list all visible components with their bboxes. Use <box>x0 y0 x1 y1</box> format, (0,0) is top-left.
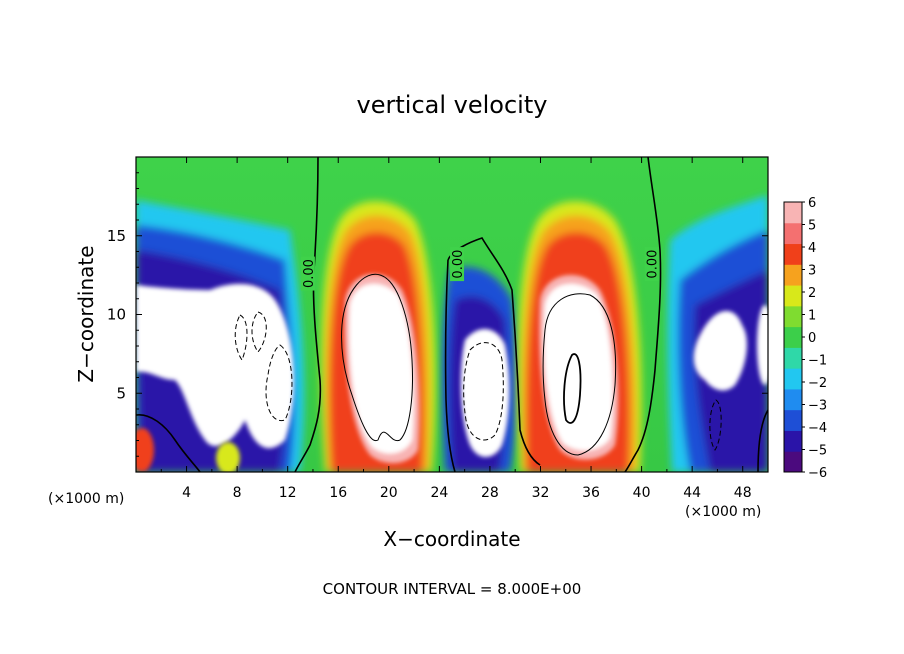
x-unit-label-left: (×1000 m) <box>48 491 124 507</box>
contour-label-text: 0.00 <box>302 259 317 288</box>
chart-title: vertical velocity <box>357 91 548 119</box>
x-axis-ticks: 4 8 12 16 20 24 28 32 36 40 44 48 <box>160 157 752 501</box>
colorbar-segment <box>784 368 802 390</box>
colorbar-label: −6 <box>808 466 827 481</box>
x-tick-label: 12 <box>279 485 297 501</box>
contour-label-text: 0.00 <box>646 250 661 279</box>
x-axis-label: X−coordinate <box>383 527 520 551</box>
downdraft-dashed-contour-1 <box>234 314 248 362</box>
contour-label-text: 0.00 <box>451 250 466 279</box>
contour-label: 0.00 <box>644 247 661 282</box>
colorbar-label: −1 <box>808 354 827 369</box>
colorbar-label: 5 <box>808 219 816 234</box>
colorbar-segment <box>784 285 802 307</box>
colorbar-segment <box>784 388 802 411</box>
x-tick-label: 24 <box>430 485 448 501</box>
colorbar-label: 0 <box>808 331 816 346</box>
contour-label: 0.00 <box>300 256 317 291</box>
y-tick-label: 5 <box>116 384 126 402</box>
colorbar-label: 2 <box>808 286 816 301</box>
x-tick-label: 48 <box>734 485 752 501</box>
contour-labels: 0.00 0.00 0.00 <box>300 247 661 291</box>
colorbar: 6 5 4 3 2 1 0 −1 −2 −3 −4 −5 −6 <box>783 196 827 481</box>
colorbar-label: −3 <box>808 399 827 414</box>
downdraft-dashed-contour-4 <box>709 399 722 451</box>
contour-label-bg <box>450 247 465 282</box>
colorbar-segment <box>784 243 802 265</box>
colorbar-segment <box>784 222 802 245</box>
lower-left-patch <box>136 428 240 472</box>
updraft-contour-1 <box>341 273 413 442</box>
x-tick-label: 20 <box>380 485 398 501</box>
x-tick-label: 4 <box>182 485 191 501</box>
x-tick-label: 44 <box>683 485 701 501</box>
colorbar-label: −2 <box>808 376 827 391</box>
y-tick-label: 10 <box>107 306 126 324</box>
x-tick-label: 40 <box>633 485 651 501</box>
colorbar-segment <box>784 305 802 328</box>
downdraft-core-middle <box>460 329 510 458</box>
y-axis-label: Z−coordinate <box>74 245 98 382</box>
colorbar-segment <box>784 202 802 224</box>
y-tick-label: 15 <box>107 227 126 245</box>
x-unit-label-right: (×1000 m) <box>685 504 761 520</box>
contour-label-bg <box>300 256 315 291</box>
downdraft-core-left <box>136 283 294 449</box>
colorbar-segment <box>784 326 802 348</box>
heatmap-field <box>136 157 768 472</box>
colorbar-segment <box>784 264 802 286</box>
zero-contour-6 <box>757 409 768 472</box>
y-axis-ticks: 5 10 15 <box>107 172 768 457</box>
updraft-inner-contour-2 <box>563 353 582 424</box>
updraft-core-2 <box>539 275 619 460</box>
colorbar-segment <box>784 451 802 473</box>
colorbar-segment <box>784 430 802 452</box>
zero-contour-2 <box>447 237 541 466</box>
zero-contour-5 <box>136 414 201 472</box>
colorbar-segment <box>784 409 802 431</box>
colorbar-label: 4 <box>808 241 816 256</box>
contour-label: 0.00 <box>450 247 466 282</box>
downdraft-dashed-contour-2 <box>251 311 267 353</box>
x-tick-label: 8 <box>233 485 242 501</box>
colorbar-label: 1 <box>808 309 816 324</box>
zero-contour-4 <box>624 157 662 472</box>
x-tick-label: 32 <box>532 485 550 501</box>
downdraft-core-right <box>693 305 768 391</box>
zero-contour-3 <box>444 259 456 472</box>
x-tick-label: 28 <box>481 485 499 501</box>
colorbar-label: 3 <box>808 264 816 279</box>
colorbar-label: 6 <box>808 196 816 211</box>
colorbar-label: −5 <box>808 444 827 459</box>
x-tick-label: 16 <box>329 485 347 501</box>
updraft-core-1 <box>344 273 420 464</box>
x-tick-label: 36 <box>582 485 600 501</box>
downdraft-dashed-contour-5 <box>463 342 504 441</box>
contour-interval-note: CONTOUR INTERVAL = 8.000E+00 <box>323 580 582 598</box>
contour-label-bg <box>644 247 659 282</box>
downdraft-dashed-contour-3 <box>265 344 293 422</box>
colorbar-label: −4 <box>808 421 827 436</box>
colorbar-segment <box>784 347 802 369</box>
zero-contour-1 <box>294 157 322 472</box>
updraft-contour-2 <box>542 293 617 456</box>
